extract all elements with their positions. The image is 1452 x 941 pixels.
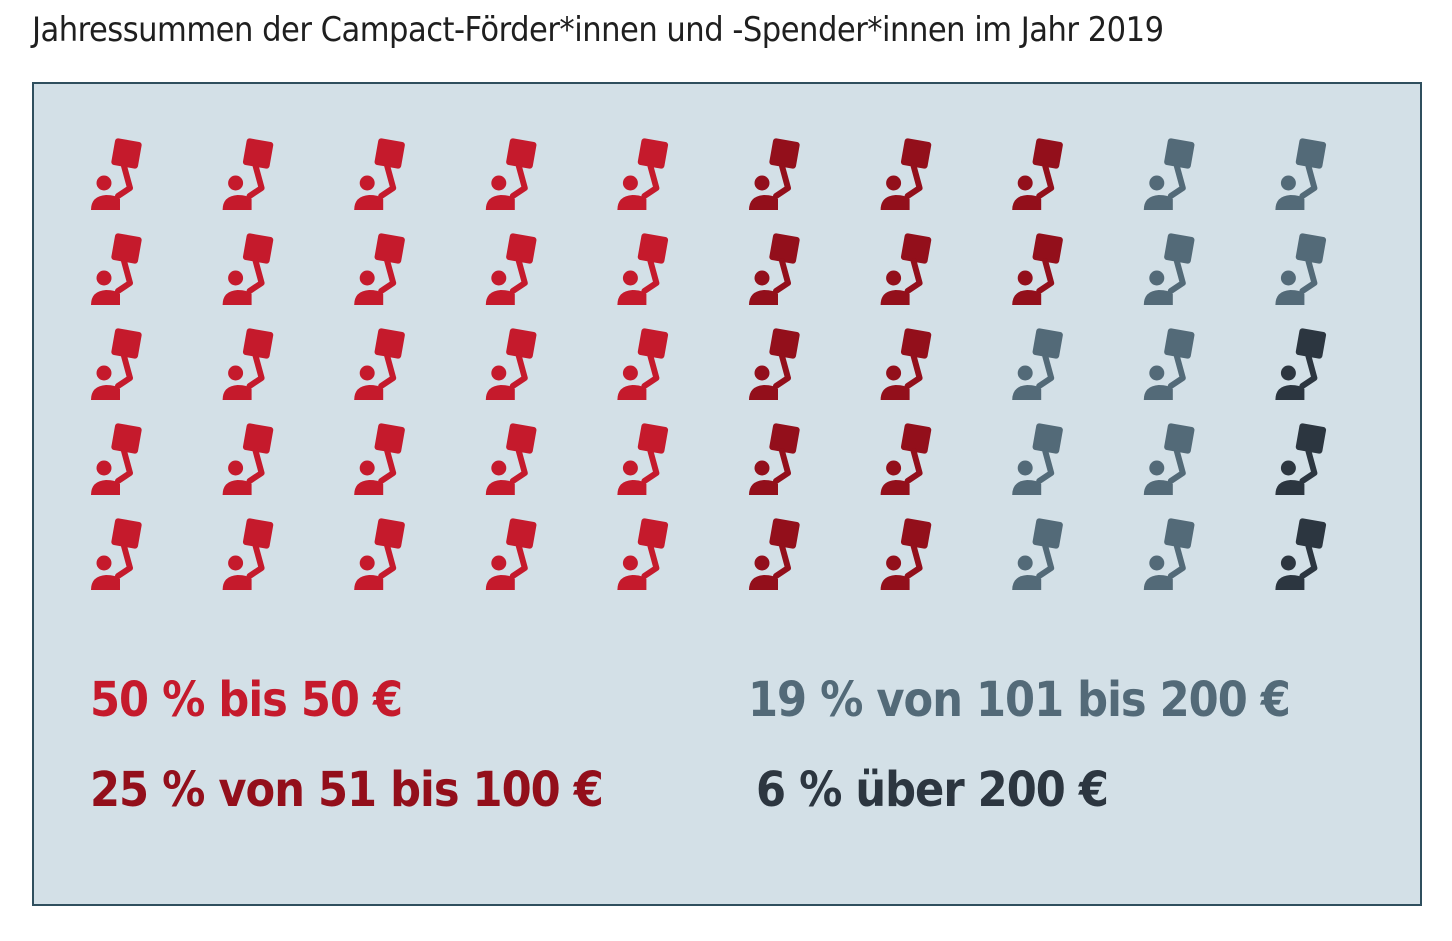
icon-up-to-50 [91,423,142,495]
icon-101-to-200 [1143,328,1195,400]
icon-up-to-50 [485,423,537,495]
icon-up-to-50 [617,138,669,210]
icon-101-to-200 [1143,138,1195,210]
icon-over-200 [1275,518,1327,590]
icon-up-to-50 [485,233,537,305]
icon-up-to-50 [617,423,669,495]
icon-up-to-50 [354,138,405,210]
icon-101-to-200 [1143,423,1195,495]
icon-101-to-200 [1012,518,1063,590]
icon-51-to-100 [1012,138,1063,210]
icon-101-to-200 [1143,518,1195,590]
legend-item-101-to-200: 19 % von 101 bis 200 € [748,672,1291,728]
icon-51-to-100 [880,328,932,400]
icon-up-to-50 [354,518,405,590]
icon-up-to-50 [222,138,274,210]
icon-101-to-200 [1143,233,1195,305]
legend-item-51-to-100: 25 % von 51 bis 100 € [90,762,604,818]
icon-51-to-100 [749,138,800,210]
legend-item-up-to-50: 50 % bis 50 € [90,672,403,728]
icon-51-to-100 [749,233,800,305]
icon-up-to-50 [91,233,142,305]
icon-up-to-50 [354,423,405,495]
icon-up-to-50 [91,138,142,210]
icon-up-to-50 [617,328,669,400]
icon-101-to-200 [1275,138,1327,210]
icon-51-to-100 [880,423,932,495]
legend-item-over-200: 6 % über 200 € [756,762,1109,818]
icon-up-to-50 [485,518,537,590]
icon-up-to-50 [222,423,274,495]
icon-up-to-50 [617,233,669,305]
icon-up-to-50 [617,518,669,590]
icon-51-to-100 [749,518,800,590]
chart-title: Jahressummen der Campact-Förder*innen un… [32,10,1164,50]
icon-up-to-50 [222,328,274,400]
icon-51-to-100 [880,138,932,210]
icon-51-to-100 [880,233,932,305]
icon-over-200 [1275,423,1327,495]
icon-over-200 [1275,328,1327,400]
icon-up-to-50 [91,518,142,590]
icon-up-to-50 [222,233,274,305]
icon-up-to-50 [354,328,405,400]
icon-up-to-50 [354,233,405,305]
icon-51-to-100 [749,328,800,400]
icon-up-to-50 [485,138,537,210]
icon-101-to-200 [1012,328,1063,400]
icon-up-to-50 [222,518,274,590]
icon-grid [91,138,1327,590]
chart-panel: 50 % bis 50 € 25 % von 51 bis 100 € 19 %… [32,82,1422,906]
icon-101-to-200 [1012,423,1063,495]
icon-51-to-100 [1012,233,1063,305]
icon-101-to-200 [1275,233,1327,305]
icon-51-to-100 [880,518,932,590]
icon-up-to-50 [91,328,142,400]
icon-51-to-100 [749,423,800,495]
icon-up-to-50 [485,328,537,400]
